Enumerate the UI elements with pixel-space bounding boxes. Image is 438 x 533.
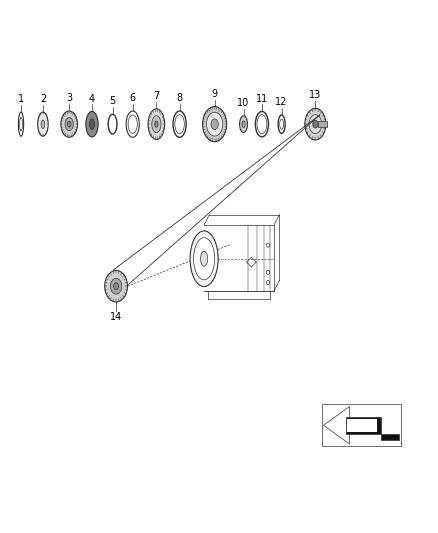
Ellipse shape — [110, 278, 122, 294]
Ellipse shape — [148, 109, 165, 140]
Ellipse shape — [18, 112, 24, 136]
Text: 6: 6 — [130, 93, 136, 103]
Ellipse shape — [278, 115, 285, 133]
Ellipse shape — [126, 111, 139, 138]
Text: 13: 13 — [309, 91, 321, 101]
Text: 9: 9 — [212, 89, 218, 99]
Ellipse shape — [313, 120, 318, 128]
Ellipse shape — [86, 111, 98, 137]
Text: 12: 12 — [276, 97, 288, 107]
Ellipse shape — [305, 108, 326, 140]
Ellipse shape — [266, 280, 270, 285]
Ellipse shape — [113, 282, 119, 289]
FancyBboxPatch shape — [318, 121, 328, 127]
Ellipse shape — [255, 111, 268, 137]
Ellipse shape — [38, 112, 48, 136]
Text: 3: 3 — [66, 93, 72, 103]
Ellipse shape — [155, 121, 158, 127]
Ellipse shape — [173, 111, 186, 138]
Ellipse shape — [202, 107, 227, 142]
Ellipse shape — [108, 114, 117, 134]
Text: 2: 2 — [40, 94, 46, 104]
Ellipse shape — [257, 115, 267, 134]
Ellipse shape — [211, 119, 218, 130]
Polygon shape — [346, 417, 399, 440]
Ellipse shape — [128, 115, 137, 133]
Ellipse shape — [61, 111, 78, 138]
Ellipse shape — [242, 121, 245, 127]
Ellipse shape — [190, 231, 218, 287]
Ellipse shape — [266, 270, 270, 274]
Ellipse shape — [280, 119, 283, 129]
Ellipse shape — [201, 251, 208, 266]
Ellipse shape — [266, 243, 270, 247]
Text: 4: 4 — [89, 94, 95, 103]
Polygon shape — [324, 407, 350, 444]
Bar — [322, 405, 401, 446]
Ellipse shape — [20, 117, 22, 131]
Ellipse shape — [194, 238, 215, 280]
Ellipse shape — [65, 118, 74, 131]
Text: 10: 10 — [237, 98, 250, 108]
Ellipse shape — [206, 112, 223, 136]
Text: 11: 11 — [256, 94, 268, 103]
Polygon shape — [347, 419, 377, 432]
Text: 14: 14 — [110, 312, 122, 321]
Ellipse shape — [89, 119, 95, 130]
Text: 5: 5 — [110, 96, 116, 107]
Ellipse shape — [240, 116, 247, 133]
Text: 8: 8 — [177, 93, 183, 103]
Ellipse shape — [67, 122, 71, 127]
Ellipse shape — [152, 116, 161, 133]
Ellipse shape — [41, 120, 45, 128]
Text: 1: 1 — [18, 94, 24, 104]
Text: 7: 7 — [153, 91, 159, 101]
Ellipse shape — [309, 115, 321, 134]
Ellipse shape — [175, 115, 184, 134]
Ellipse shape — [105, 270, 127, 302]
